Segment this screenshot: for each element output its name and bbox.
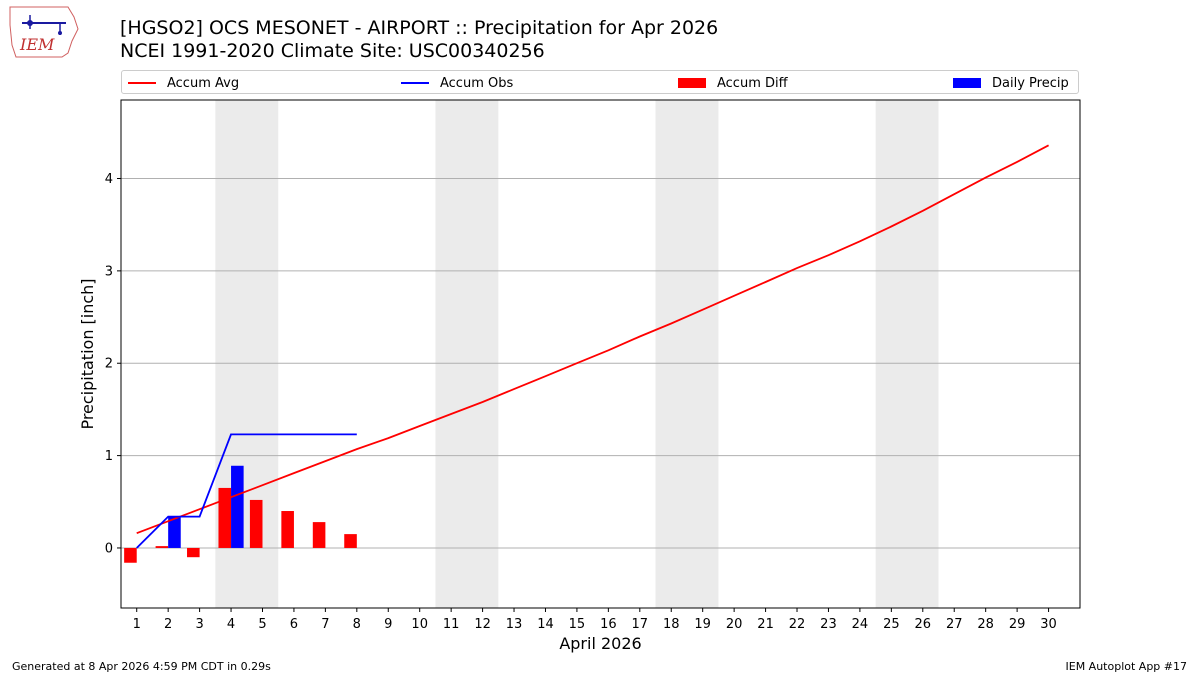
legend-label-daily-precip: Daily Precip — [992, 75, 1069, 91]
legend-label-accum-diff: Accum Diff — [717, 75, 788, 91]
chart-legend: Accum Avg Accum Obs Accum Diff Daily Pre… — [121, 70, 1079, 94]
x-tick-label-19: 19 — [694, 617, 711, 632]
x-tick-label-13: 13 — [506, 617, 523, 632]
line-accum-avg — [136, 144, 1050, 535]
bars-group — [124, 465, 357, 563]
iem-logo: IEM — [9, 6, 79, 58]
x-tick-label-16: 16 — [600, 617, 617, 632]
y-tick-label-4: 4 — [105, 172, 113, 187]
legend-item-accum-diff: Accum Diff — [678, 74, 788, 92]
bar-accum-diff-day-5 — [249, 499, 263, 548]
weekend-band-2 — [435, 100, 499, 608]
footer-app-label: IEM Autoplot App #17 — [1065, 660, 1188, 673]
x-tick-label-4: 4 — [227, 617, 235, 632]
chart-title-line-2: NCEI 1991-2020 Climate Site: USC00340256 — [120, 40, 545, 62]
bar-daily-precip-day-4 — [231, 465, 244, 548]
x-tick-label-15: 15 — [569, 617, 586, 632]
x-tick-label-27: 27 — [946, 617, 963, 632]
weekend-band-3 — [655, 100, 719, 608]
x-tick-label-26: 26 — [915, 617, 932, 632]
x-tick-label-7: 7 — [321, 617, 329, 632]
x-tick-label-17: 17 — [632, 617, 649, 632]
x-tick-label-9: 9 — [384, 617, 392, 632]
x-tick-label-6: 6 — [290, 617, 298, 632]
weekend-band-1 — [215, 100, 279, 608]
x-tick-label-22: 22 — [789, 617, 806, 632]
legend-swatch-daily-precip — [953, 78, 981, 88]
bar-accum-diff-day-2 — [155, 546, 169, 548]
legend-item-accum-avg: Accum Avg — [128, 74, 239, 92]
x-tick-label-28: 28 — [977, 617, 994, 632]
bar-accum-diff-day-6 — [281, 511, 294, 548]
x-tick-label-3: 3 — [195, 617, 203, 632]
chart-title-line-1: [HGSO2] OCS MESONET - AIRPORT :: Precipi… — [120, 17, 719, 39]
x-tick-label-12: 12 — [474, 617, 491, 632]
y-tick-label-0: 0 — [105, 541, 113, 556]
y-tick-label-1: 1 — [105, 449, 113, 464]
y-tick-label-2: 2 — [105, 357, 113, 372]
y-tick-label-3: 3 — [105, 264, 113, 279]
line-accum-obs — [136, 433, 357, 549]
x-tick-label-21: 21 — [757, 617, 774, 632]
x-tick-label-2: 2 — [164, 617, 172, 632]
iowa-outline-icon — [9, 6, 79, 58]
x-tick-label-23: 23 — [820, 617, 837, 632]
x-tick-label-8: 8 — [353, 617, 361, 632]
legend-label-accum-avg: Accum Avg — [167, 75, 240, 91]
x-tick-label-20: 20 — [726, 617, 743, 632]
x-tick-label-10: 10 — [411, 617, 428, 632]
bar-accum-diff-day-3 — [187, 547, 200, 558]
bar-daily-precip-day-2 — [168, 516, 181, 548]
x-tick-label-11: 11 — [443, 617, 460, 632]
lines-group — [136, 144, 1050, 549]
weekend-band-4 — [875, 100, 939, 608]
x-tick-label-1: 1 — [133, 617, 141, 632]
gridlines-group — [121, 178, 1080, 549]
plot-frame — [120, 99, 1081, 609]
legend-swatch-accum-diff — [678, 78, 706, 88]
legend-swatch-accum-avg — [128, 82, 156, 84]
legend-item-daily-precip: Daily Precip — [953, 74, 1069, 92]
bar-accum-diff-day-8 — [344, 534, 357, 548]
x-tick-label-24: 24 — [852, 617, 869, 632]
x-axis-label: April 2026 — [559, 634, 641, 653]
legend-item-accum-obs: Accum Obs — [401, 74, 513, 92]
x-tick-label-5: 5 — [258, 617, 266, 632]
x-tick-label-18: 18 — [663, 617, 680, 632]
bar-accum-diff-day-1 — [124, 547, 137, 563]
y-axis-label: Precipitation [inch] — [78, 278, 97, 429]
weekend-shading-group — [215, 100, 939, 608]
x-tick-label-14: 14 — [537, 617, 554, 632]
x-tick-label-30: 30 — [1040, 617, 1057, 632]
bar-accum-diff-day-4 — [218, 487, 232, 548]
logo-text: IEM — [19, 35, 55, 54]
x-tick-label-29: 29 — [1009, 617, 1026, 632]
legend-label-accum-obs: Accum Obs — [440, 75, 514, 91]
x-tick-label-25: 25 — [883, 617, 900, 632]
bar-accum-diff-day-7 — [312, 522, 326, 548]
legend-swatch-accum-obs — [401, 82, 429, 84]
footer-generated-text: Generated at 8 Apr 2026 4:59 PM CDT in 0… — [12, 660, 271, 673]
